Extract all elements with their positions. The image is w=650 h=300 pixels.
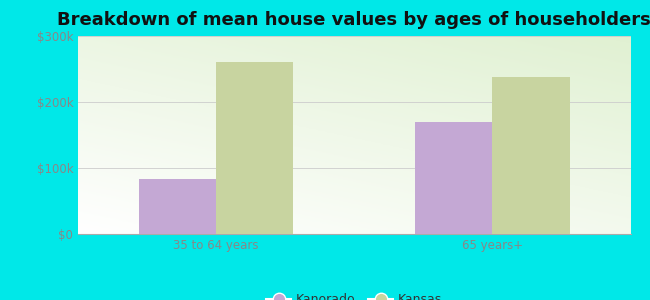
Bar (138, 179, 216, 234)
Legend: Kanorado, Kansas: Kanorado, Kansas (261, 288, 447, 300)
Bar (493, 77, 569, 234)
Bar (415, 122, 493, 234)
Bar (216, 62, 294, 234)
Title: Breakdown of mean house values by ages of householders: Breakdown of mean house values by ages o… (57, 11, 650, 29)
